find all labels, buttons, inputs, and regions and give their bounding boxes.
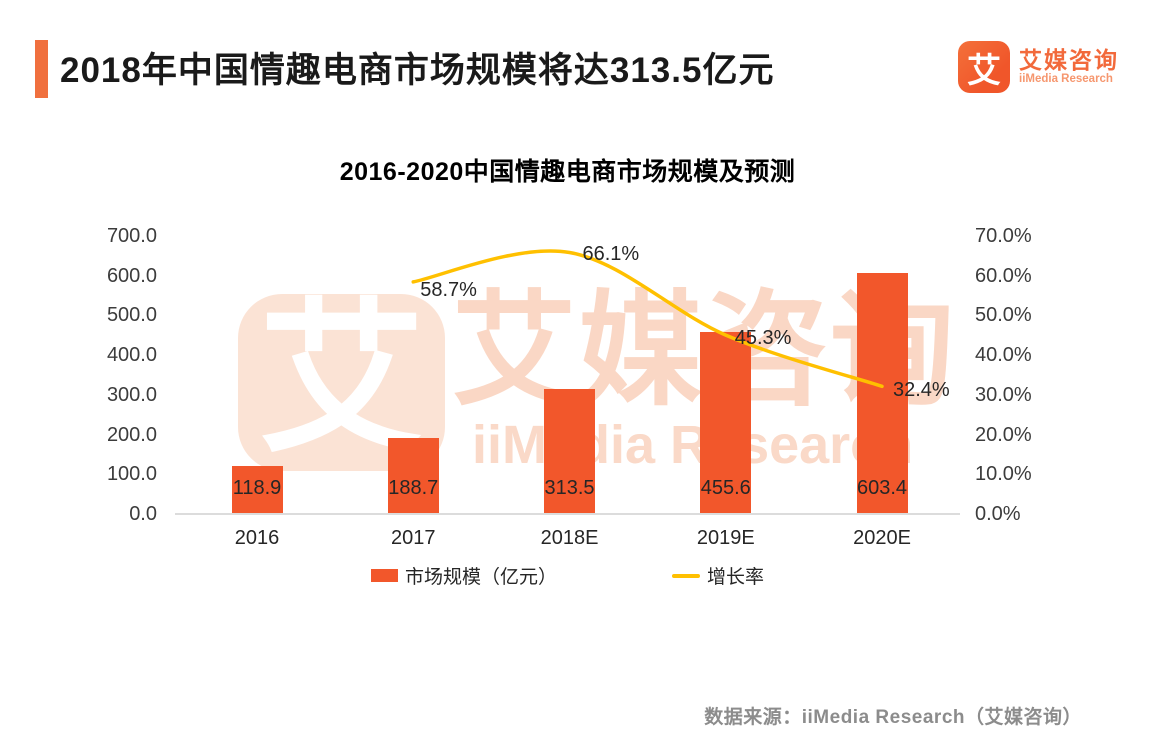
logo-text: 艾媒咨询 iiMedia Research: [1019, 47, 1119, 87]
left-y-axis: 700.0 600.0 500.0 400.0 300.0 200.0 100.…: [85, 225, 157, 525]
bar-value-label: 118.9: [232, 477, 282, 499]
data-source-note: 数据来源：iiMedia Research（艾媒咨询）: [704, 707, 1082, 728]
bar-value-label: 603.4: [856, 477, 908, 499]
line-point-label: 58.7%: [420, 278, 477, 301]
left-axis-tick: 100.0: [106, 463, 157, 486]
line-series-swatch-icon: [672, 573, 700, 578]
bar-2018e: [544, 388, 595, 513]
left-axis-tick: 700.0: [106, 225, 157, 247]
bar-value-label: 188.7: [388, 477, 439, 499]
logo-name-en: iiMedia Research: [1019, 73, 1113, 86]
iimedia-logo: 艾 艾媒咨询 iiMedia Research: [958, 41, 1119, 93]
left-axis-tick: 600.0: [106, 264, 157, 287]
legend-label: 市场规模（亿元）: [404, 567, 557, 588]
legend: 市场规模（亿元） 增长率: [175, 562, 960, 589]
left-axis-tick: 200.0: [106, 423, 157, 446]
plot-area: 118.9 188.7 313.5 455.6 603.4 2016 2017 …: [175, 237, 960, 549]
right-axis-tick: 70.0%: [975, 225, 1032, 247]
bar-2016: [231, 465, 283, 513]
right-axis-tick: 20.0%: [975, 423, 1032, 446]
bar-2020e: [856, 273, 908, 513]
x-axis-label: 2020E: [853, 527, 911, 549]
right-y-axis: 70.0% 60.0% 50.0% 40.0% 30.0% 20.0% 10.0…: [975, 225, 1055, 525]
right-axis-tick: 30.0%: [975, 383, 1032, 406]
right-axis-tick: 0.0%: [975, 503, 1021, 525]
iimedia-logo-icon: 艾: [958, 41, 1010, 93]
growth-rate-line: [411, 249, 884, 389]
title-accent-bar: [35, 40, 48, 98]
right-axis-tick: 60.0%: [975, 264, 1032, 287]
page-title: 2018年中国情趣电商市场规模将达313.5亿元: [60, 51, 775, 90]
bar-value-label: 455.6: [700, 477, 751, 499]
line-point-label: 32.4%: [893, 379, 950, 402]
bar-value-label: 313.5: [544, 477, 595, 499]
x-axis-label: 2019E: [696, 527, 755, 549]
legend-item-growth-rate: 增长率: [672, 562, 764, 589]
right-axis-tick: 50.0%: [975, 304, 1032, 327]
bar-series-swatch-icon: [370, 569, 398, 582]
right-axis-tick: 40.0%: [975, 344, 1032, 367]
left-axis-tick: 500.0: [106, 304, 157, 327]
legend-item-market-size: 市场规模（亿元）: [370, 562, 557, 589]
x-axis-label: 2016: [234, 527, 280, 549]
left-axis-tick: 0.0: [129, 503, 157, 525]
bar-2019e: [700, 332, 752, 513]
x-axis-label: 2017: [391, 527, 436, 549]
chart-title: 2016-2020中国情趣电商市场规模及预测: [339, 158, 796, 186]
left-axis-tick: 400.0: [106, 344, 157, 367]
legend-label: 增长率: [707, 567, 765, 588]
logo-name-cn: 艾媒咨询: [1019, 46, 1119, 73]
right-axis-tick: 10.0%: [975, 463, 1032, 486]
line-point-label: 66.1%: [582, 243, 640, 266]
line-point-label: 45.3%: [734, 327, 792, 350]
left-axis-tick: 300.0: [106, 383, 157, 406]
x-axis-label: 2018E: [540, 527, 599, 549]
